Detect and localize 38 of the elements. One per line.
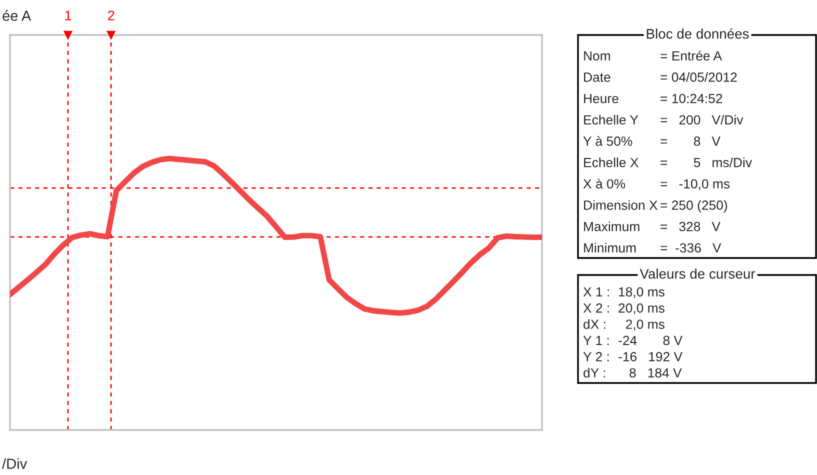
chart-title: ée A [2,10,32,21]
text: 1 [65,10,72,20]
text: Valeurs de curseur [640,268,756,279]
text: Nom [584,51,610,61]
text: = 250 (250) [660,200,728,212]
text: Y 1 : [583,336,609,346]
text: Heure [584,94,618,104]
text: 2 [108,10,114,20]
text: 2,0 ms [626,320,664,330]
text: -16 192 V [618,352,682,362]
text: = 328 V [660,222,720,232]
text: Y à 50% [583,136,632,146]
text: = -336 V [660,243,722,253]
text: X à 0% [583,178,626,189]
text: = 8 V [660,136,720,146]
text: = 200 V/Div [660,114,744,125]
text: dX : [584,319,606,329]
text: Bloc de données [646,28,749,39]
text: = 10:24:52 [660,94,722,104]
text: X 2 : [583,303,609,313]
text: 8 184 V [630,368,682,378]
text: Minimum [584,242,636,253]
text: Echelle Y [584,114,638,125]
text: = Entrée A [660,50,722,61]
text: /Div [2,458,28,469]
text: = 5 ms/Div [660,158,752,168]
text: -24 8 V [618,336,682,346]
text: 20,0 ms [618,303,664,314]
text: = -10,0 ms [660,179,730,190]
text: = 04/05/2012 [660,72,737,82]
text: 18,0 ms [619,287,664,298]
text: dY : [584,368,606,378]
text: Date [584,72,610,82]
text: Echelle X [584,158,638,168]
text: Y 2 : [583,352,609,362]
text: Maximum [584,222,640,232]
text: Dimension X [584,200,658,210]
text: X 1 : [583,287,609,296]
